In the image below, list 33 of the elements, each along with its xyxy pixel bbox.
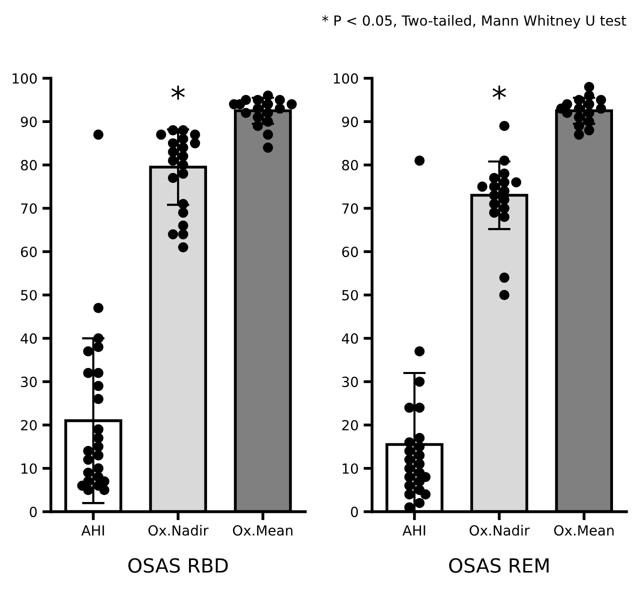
y-tick-label: 100 bbox=[334, 73, 358, 84]
x-tick-label: AHI bbox=[402, 525, 426, 536]
x-tick-label: Ox.Nadir bbox=[470, 524, 530, 536]
y-tick-label: 0 bbox=[30, 506, 37, 518]
y-tick-label: 40 bbox=[342, 333, 358, 344]
y-tick-label: 20 bbox=[342, 420, 358, 430]
y-tick-label: 30 bbox=[342, 376, 358, 388]
annotation: * bbox=[171, 86, 185, 100]
x-tick-label: Ox.Mean bbox=[232, 525, 292, 536]
y-tick-label: 70 bbox=[342, 203, 358, 214]
y-tick-label: 10 bbox=[342, 463, 358, 474]
text: * P < 0.05, Two-tailed, Mann Whitney U test bbox=[322, 15, 626, 28]
y-tick-label: 90 bbox=[342, 116, 358, 128]
y-tick-label: 50 bbox=[21, 290, 37, 300]
y-tick-label: 60 bbox=[342, 246, 358, 258]
y-tick-label: 60 bbox=[20, 246, 37, 258]
y-tick-label: 10 bbox=[22, 463, 37, 474]
x-tick-label: AHI bbox=[81, 525, 104, 536]
y-tick-label: 50 bbox=[342, 290, 358, 300]
x-tick-label: Ox.Nadir bbox=[148, 524, 209, 536]
y-tick-label: 20 bbox=[21, 420, 37, 430]
y-tick-label: 100 bbox=[12, 73, 37, 84]
annotation: * bbox=[492, 86, 506, 100]
y-tick-label: 0 bbox=[350, 506, 358, 518]
y-tick-label: 90 bbox=[20, 116, 37, 128]
x-axis-title: OSAS RBD bbox=[128, 558, 228, 573]
y-tick-label: 80 bbox=[20, 160, 37, 170]
y-tick-label: 80 bbox=[342, 160, 358, 170]
y-tick-label: 40 bbox=[20, 333, 37, 344]
x-tick-label: Ox.Mean bbox=[554, 525, 614, 536]
y-tick-label: 70 bbox=[21, 203, 37, 214]
x-axis-title: OSAS REM bbox=[449, 558, 549, 573]
y-tick-label: 30 bbox=[21, 376, 37, 388]
